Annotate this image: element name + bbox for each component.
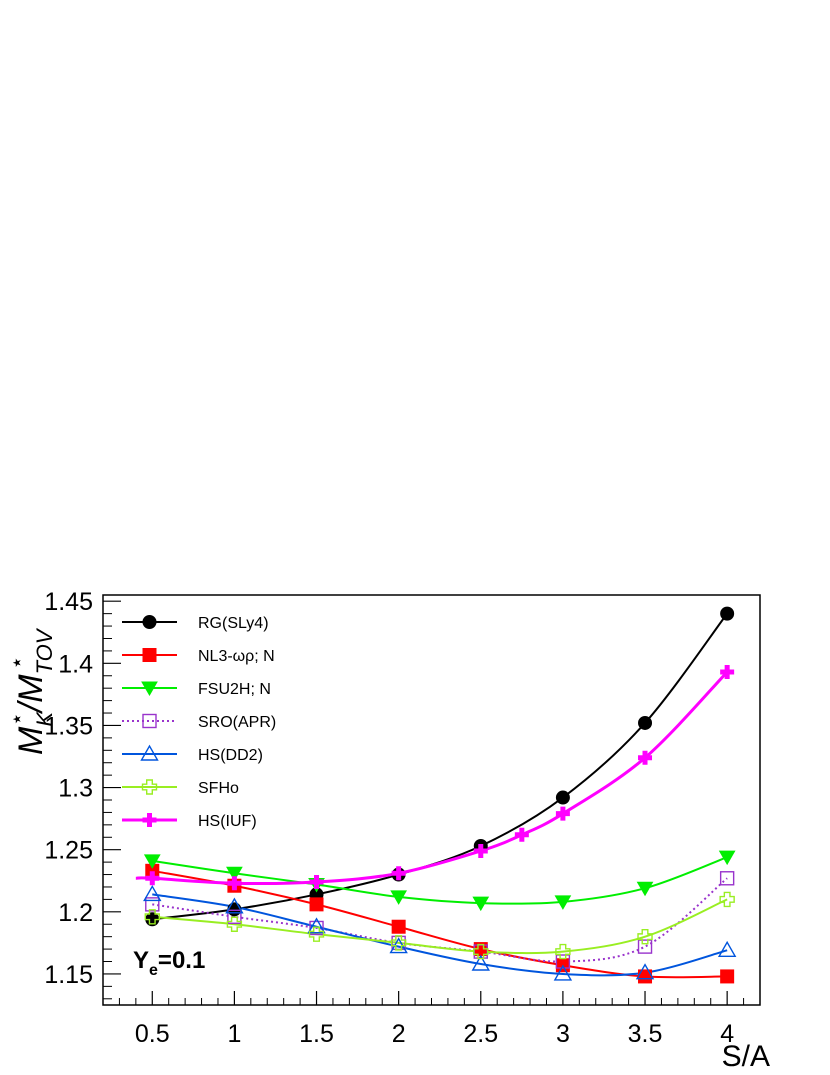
- legend-marker-sro-apr: [142, 713, 157, 729]
- y-title-sub2: TOV: [32, 627, 57, 674]
- y-title-sup1: ⋆: [4, 712, 29, 726]
- data-point-hs-dd2: [553, 964, 573, 981]
- data-point-fsu2h-n: [143, 854, 161, 869]
- data-point-sfho: [144, 909, 160, 925]
- data-point-nl3-n: [391, 919, 406, 934]
- data-point-hs-dd2: [635, 963, 655, 980]
- data-point-hs-dd2: [307, 917, 326, 934]
- ye-sub: e: [149, 962, 158, 979]
- data-point-hs-dd2: [225, 897, 244, 914]
- x-tick-label: 4: [720, 1020, 734, 1048]
- ye-main: Y: [133, 947, 149, 974]
- ye-rest: =0.1: [158, 947, 205, 974]
- legend-marker-hs-iuf: [142, 813, 157, 827]
- data-point-hs-dd2: [143, 885, 162, 902]
- data-point-sfho: [226, 916, 243, 932]
- x-tick-label: 2: [392, 1020, 406, 1048]
- legend-marker-fsu2h-n: [141, 681, 158, 697]
- data-point-rg-sly4: [227, 902, 242, 917]
- data-point-nl3-n: [309, 897, 324, 912]
- y-tick-label: 1.45: [44, 588, 93, 616]
- legend-label-sro-apr: SRO(APR): [198, 714, 276, 731]
- data-point-rg-sly4: [555, 790, 570, 805]
- data-point-rg-sly4: [638, 715, 653, 730]
- series-line-fsu2h-n: [152, 856, 728, 905]
- data-point-fsu2h-n: [390, 890, 408, 905]
- y-tick-label: 1.15: [44, 961, 93, 989]
- series-line-sfho: [152, 898, 728, 955]
- x-tick-label: 3.5: [628, 1020, 663, 1048]
- x-tick-label: 3: [556, 1020, 570, 1048]
- data-point-sro-apr: [309, 920, 324, 936]
- data-point-hs-dd2: [717, 940, 737, 958]
- data-point-sfho: [637, 928, 653, 945]
- series-line-hs-iuf: [135, 670, 729, 886]
- data-point-fsu2h-n: [226, 866, 243, 882]
- data-point-sfho: [555, 943, 571, 960]
- data-point-rg-sly4: [720, 606, 735, 621]
- data-point-hs-iuf: [473, 843, 488, 858]
- data-point-fsu2h-n: [472, 896, 490, 912]
- legend-label-nl3-n: NL3-ωρ; N: [198, 648, 275, 665]
- data-point-hs-dd2: [471, 954, 490, 971]
- data-point-sfho: [719, 891, 735, 908]
- x-tick-label: 1.5: [299, 1020, 334, 1048]
- data-point-sro-apr: [719, 871, 735, 886]
- legend-marker-sfho: [141, 779, 158, 795]
- series-markers: [143, 606, 737, 984]
- data-point-hs-iuf: [638, 750, 653, 765]
- y-tick-label: 1.35: [44, 712, 93, 740]
- y-tick-label: 1.2: [58, 899, 93, 927]
- tick-labels: 0.5 1 1.5 2 2.5 3 3.5 4 1.15 1.2 1.25 1.3 1.35 1.4 1.4…: [44, 588, 734, 1048]
- series-line-hs-dd2: [152, 893, 728, 977]
- axis-ticks: [103, 600, 761, 1005]
- data-point-hs-iuf: [555, 806, 570, 821]
- y-tick-label: 1.25: [44, 837, 93, 865]
- y-title-sep: /M: [12, 674, 50, 714]
- data-point-sfho: [308, 926, 325, 942]
- data-point-hs-iuf: [391, 866, 406, 881]
- legend-label-hs-dd2: HS(DD2): [198, 747, 263, 764]
- legend-marker-hs-dd2: [140, 744, 159, 761]
- series-line-nl3-n: [152, 869, 728, 979]
- data-point-sro-apr: [227, 909, 242, 924]
- data-point-hs-iuf: [309, 875, 324, 889]
- data-point-hs-iuf: [720, 665, 735, 680]
- legend-marker-rg-sly4: [142, 615, 157, 629]
- y-axis-title: MK⋆/MTOV⋆: [4, 627, 57, 755]
- x-tick-label: 1: [227, 1020, 241, 1048]
- legend-marker-nl3-n: [142, 648, 157, 662]
- x-tick-label: 2.5: [463, 1020, 498, 1048]
- data-point-hs-iuf: [145, 871, 160, 886]
- legend-label-rg-sly4: RG(SLy4): [198, 615, 269, 632]
- y-title-sup2: ⋆: [4, 656, 29, 670]
- x-axis-title: S/A: [722, 1040, 770, 1073]
- legend-label-fsu2h-n: FSU2H; N: [198, 681, 271, 698]
- data-point-hs-iuf: [514, 827, 529, 842]
- data-point-hs-iuf: [227, 876, 242, 891]
- y-title-m1: M: [12, 726, 50, 755]
- legend: RG(SLy4) NL3-ωρ; N FSU2H; N SRO(APR) HS(DD2)…: [122, 615, 276, 830]
- y-tick-label: 1.3: [58, 775, 93, 803]
- data-point-fsu2h-n: [636, 881, 654, 897]
- data-point-fsu2h-n: [554, 895, 572, 910]
- data-point-fsu2h-n: [718, 850, 736, 866]
- data-point-sro-apr: [637, 939, 653, 954]
- y-tick-label: 1.4: [58, 650, 93, 678]
- data-point-sro-apr: [555, 954, 571, 969]
- data-point-sfho: [390, 935, 407, 951]
- data-point-sro-apr: [145, 897, 160, 912]
- legend-label-sfho: SFHo: [198, 780, 239, 797]
- x-tick-label: 0.5: [135, 1020, 170, 1048]
- ye-annotation: Ye=0.1: [133, 947, 205, 979]
- y-title-sub1: K: [32, 711, 57, 727]
- data-point-nl3-n: [720, 969, 735, 984]
- legend-label-hs-iuf: HS(IUF): [198, 813, 257, 830]
- data-point-sfho: [473, 943, 489, 960]
